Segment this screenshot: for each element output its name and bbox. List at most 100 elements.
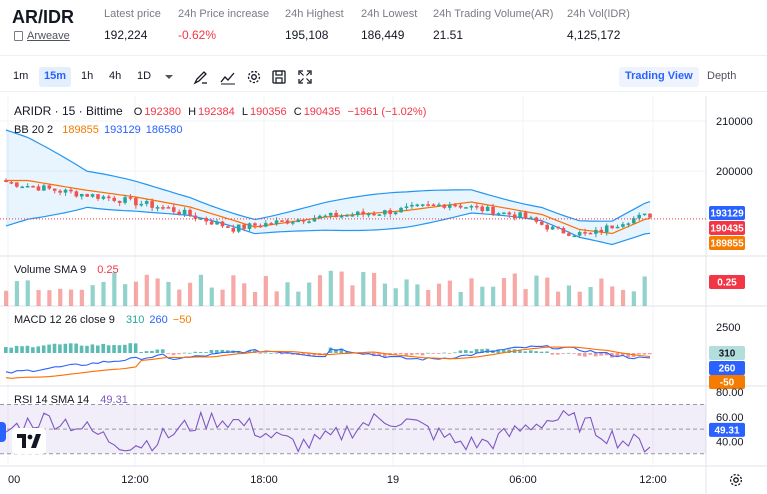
stat-value: 192,224 [104,28,148,42]
trading-chart[interactable]: 2100002000001931291904351898550.25250003… [0,96,767,494]
macd-histogram-bar [106,345,111,353]
candle-down [74,191,79,197]
coin-name[interactable]: Arweave [27,30,70,42]
save-icon[interactable] [271,69,287,85]
timeframe-15m[interactable]: 15m [39,67,72,87]
candle-down [512,214,517,219]
volume-bar [209,287,214,306]
depth-button[interactable]: Depth [707,70,737,82]
candle-down [280,220,284,222]
volume-bar [133,281,139,306]
volume-bar [112,272,117,306]
candle-down [52,188,57,191]
macd-histogram-bar [225,350,230,353]
volume-bar [90,285,95,306]
candle-up [199,218,203,220]
candle-up [577,232,582,236]
candle-up [410,204,414,207]
volume-bar [36,290,41,306]
volume-bar [610,286,615,306]
dropdown-caret-icon[interactable] [161,69,177,85]
candle-down [258,225,263,228]
volume-bar [620,289,626,306]
candle-down [253,223,257,226]
macd-histogram-bar [155,349,160,353]
candle-down [285,220,290,224]
stat-value: 4,125,172 [567,28,621,42]
candle-down [69,189,73,192]
macd-histogram-bar [215,349,219,353]
macd-histogram-bar [204,352,208,353]
timeframe-4h[interactable]: 4h [109,70,122,82]
candle-down [545,224,549,230]
market-header: AR/IDR Arweave Latest price 192,224 24h … [0,0,767,56]
candle-up [312,218,317,222]
rsi-badge: 49.31 [709,422,745,437]
macd-histogram-bar [334,349,338,353]
coin-link[interactable]: Arweave [14,30,70,42]
macd-histogram-bar [539,351,544,353]
candle-up [20,186,25,189]
rsi-value: 49.31 [100,394,128,406]
volume-bar [274,291,279,306]
trading-view-button[interactable]: Trading View [619,67,699,87]
macd-histogram-bar [14,345,19,353]
candle-up [642,213,647,216]
fullscreen-icon[interactable] [297,69,313,85]
macd-histogram-bar [160,349,165,353]
macd-histogram-bar [344,351,349,353]
candle-up [529,217,533,219]
chart-canvas[interactable]: 2100002000001931291904351898550.25250003… [0,96,767,494]
gear-icon[interactable] [246,69,262,85]
macd-histogram-bar [593,353,598,357]
document-icon [14,31,23,41]
bb-basis-line [6,179,651,235]
macd-histogram-bar [63,343,68,353]
macd-histogram-bar [458,350,463,353]
candle-up [631,218,636,224]
macd-signal-line [5,346,651,379]
macd-histogram-bar [4,347,8,353]
candle-down [128,197,133,199]
indicators-icon[interactable] [220,69,236,85]
macd-histogram-bar [453,352,457,354]
macd-histogram-bar [648,353,652,355]
volume-badge: 0.25 [709,275,745,289]
price-badge-text: -50 [720,378,735,389]
bb-basis-value: 189855 [62,124,99,136]
macd-histogram-bar [518,350,522,353]
tradingview-logo[interactable] [12,428,46,454]
macd-histogram-bar [323,353,327,355]
rsi-tick-label: 60.00 [716,412,744,424]
volume-bar [155,278,160,306]
bb-lower-line [5,206,651,246]
macd-histogram-bar [442,352,446,354]
volume-bar [545,277,550,306]
timeframe-1m[interactable]: 1m [13,70,29,82]
time-tick-label: 12:00 [639,474,667,486]
stat-volume-ar: 24h Trading Volume(AR) 21.51 [433,8,553,42]
chart-settings-icon[interactable] [728,472,744,488]
macd-histogram-bar [41,345,46,353]
timeframe-1h[interactable]: 1h [81,70,94,82]
candle-down [388,210,393,215]
candle-up [399,207,403,213]
price-badge-bg [709,346,745,360]
candle-down [491,206,495,215]
candle-down [480,206,485,212]
draw-pen-icon[interactable] [193,69,209,85]
time-axis: 00 12:00 18:00 19 06:00 12:00 [8,474,667,486]
timeframe-1d[interactable]: 1D [137,70,152,82]
macd-histogram-bar [85,345,89,353]
bb-upper-badge: 193129 [709,206,745,220]
macd-histogram-bar [74,343,78,353]
macd-histogram-bar [626,353,630,358]
volume-bar [79,289,84,306]
toolbar-toggle-tab[interactable] [0,422,6,442]
candle-down [507,212,512,215]
price-axis: 2100002000001931291904351898550.25250003… [709,116,753,448]
candle-down [58,190,62,193]
bb-basis-badge: 189855 [709,236,745,250]
macd-histogram-bar [274,353,279,354]
macd-histogram-bar [642,353,647,355]
